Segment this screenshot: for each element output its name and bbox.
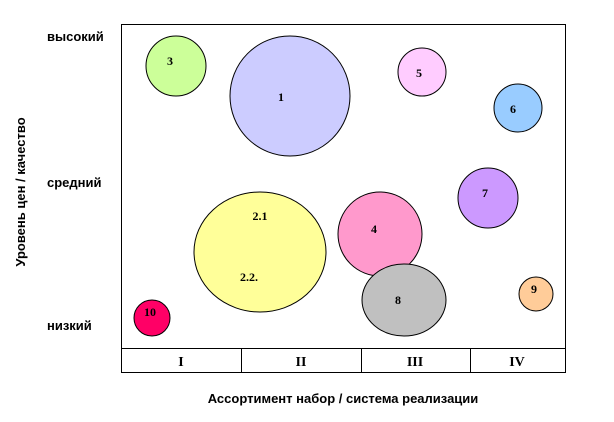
bubble-9-circle (518, 276, 554, 312)
bubble-1-label: 1 (278, 90, 284, 104)
bubble-5-circle (397, 47, 447, 97)
bubble-2: 2.1 2.2. (193, 191, 327, 313)
x-axis-title: Ассортимент набор / система реализации (208, 391, 479, 406)
y-level-low: низкий (47, 318, 92, 333)
bubble-10: 10 (133, 299, 171, 337)
column-label-1: I (178, 355, 183, 370)
bubble-2-circle (193, 191, 327, 313)
column-label-3: III (407, 355, 423, 370)
bubble-8-label: 8 (395, 293, 401, 307)
bubble-9-label: 9 (531, 282, 537, 296)
bubble-10-label: 10 (144, 305, 156, 319)
column-label-4: IV (509, 355, 525, 370)
bubble-3: 3 (145, 35, 207, 97)
bubble-6-label: 6 (510, 102, 516, 116)
bubble-4: 4 (337, 191, 423, 277)
bubble-4-label: 4 (371, 222, 377, 236)
bubble-5: 5 (397, 47, 447, 97)
bubble-8-circle (361, 263, 447, 337)
bubble-1-circle (229, 35, 351, 157)
column-label-2: II (296, 355, 307, 370)
bubble-5-label: 5 (416, 66, 422, 80)
bubble-8: 8 (361, 263, 447, 337)
bubble-4-circle (337, 191, 423, 277)
bubble-2-label-bottom: 2.2. (240, 270, 258, 284)
bubble-7: 7 (457, 167, 519, 229)
bubble-6: 6 (493, 83, 543, 133)
category-bar (121, 348, 566, 373)
y-level-mid: средний (47, 175, 102, 190)
bubble-9: 9 (518, 276, 554, 312)
bubble-3-label: 3 (167, 54, 173, 68)
bubble-1: 1 (229, 35, 351, 157)
bubble-6-circle (493, 83, 543, 133)
bubble-3-circle (145, 35, 207, 97)
bubble-2-label-top: 2.1 (253, 209, 268, 223)
bubble-7-label: 7 (482, 186, 488, 200)
bubble-10-circle (133, 299, 171, 337)
bubble-7-circle (457, 167, 519, 229)
y-level-high: высокий (47, 29, 104, 44)
y-axis-title: Уровень цен / качество (13, 117, 28, 266)
